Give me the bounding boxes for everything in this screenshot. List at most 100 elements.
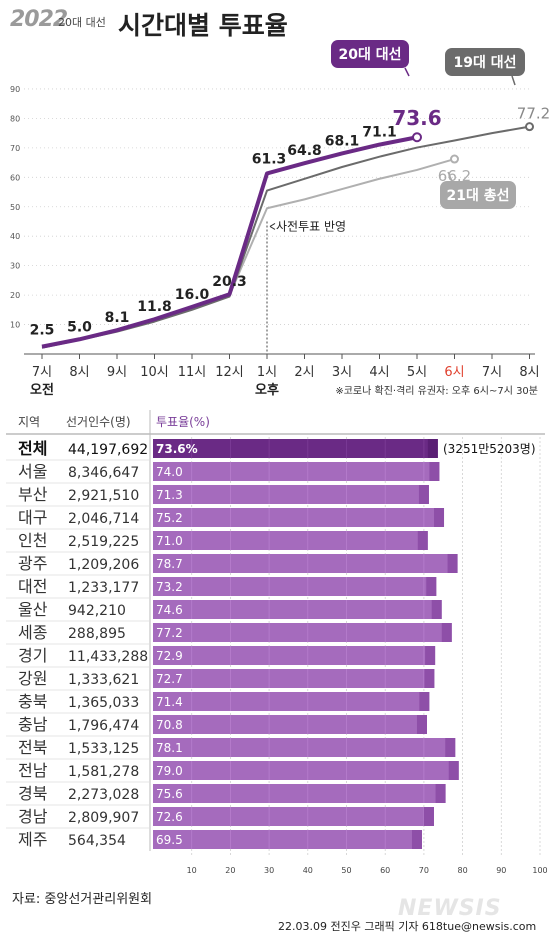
page-title: 시간대별 투표율 (118, 11, 288, 40)
elector-count: 1,333,621 (68, 672, 139, 688)
am-label: 오전 (30, 382, 54, 398)
source-note: 자료: 중앙선거관리위원회 (12, 892, 153, 907)
legend-21st-box (440, 181, 516, 209)
x-tick-label: 8시 (69, 365, 89, 380)
region-name: 충북 (18, 692, 47, 711)
region-name: 인천 (18, 531, 47, 550)
bar-end-cap (417, 531, 428, 550)
turnout-label: 78.7 (156, 557, 183, 571)
bar-x-tick-label: 10 (187, 866, 197, 875)
turnout-label: 69.5 (156, 833, 183, 847)
elector-count: 2,921,510 (68, 488, 139, 504)
bar-end-cap (418, 485, 429, 504)
elector-count: 44,197,692 (68, 442, 148, 458)
x-tick-label: 5시 (407, 365, 427, 380)
turnout-bar (153, 738, 456, 757)
total-voters-note: (3251만5203명) (443, 442, 536, 456)
legend-20th-leader (404, 67, 410, 77)
legend-21st-leader (447, 171, 453, 182)
bar-x-tick-label: 90 (496, 866, 506, 875)
bar-end-cap (419, 692, 430, 711)
elector-count: 11,433,288 (68, 649, 148, 665)
bar-end-cap (431, 600, 442, 619)
turnout-label: 72.7 (156, 672, 183, 686)
bar-end-cap (416, 715, 427, 734)
data-label: 64.8 (287, 143, 322, 159)
elector-count: 2,046,714 (68, 511, 139, 527)
bar-end-cap (441, 623, 452, 642)
region-name: 경북 (18, 784, 47, 803)
turnout-bar (153, 807, 434, 826)
y-tick-label: 90 (10, 85, 20, 94)
region-name: 경남 (18, 807, 48, 826)
turnout-bar (153, 485, 429, 504)
region-name: 울산 (18, 600, 48, 619)
turnout-bar (153, 577, 437, 596)
x-tick-label: 11시 (178, 365, 207, 380)
turnout-label: 77.2 (156, 626, 183, 640)
bar-x-tick-label: 70 (419, 866, 429, 875)
region-name: 세종 (18, 623, 47, 642)
x-tick-label: 12시 (215, 365, 244, 380)
turnout-label: 75.2 (156, 511, 183, 525)
header-turnout: 투표율(%) (156, 415, 210, 429)
bar-x-tick-label: 30 (264, 866, 274, 875)
elector-count: 8,346,647 (68, 465, 139, 481)
footnote: ※코로나 확진·격리 유권자: 오후 6시~7시 30분 (335, 384, 538, 397)
elector-count: 288,895 (68, 626, 126, 642)
turnout-bar (153, 692, 430, 711)
x-tick-label: 7시 (482, 365, 502, 380)
x-tick-label: 6시 (444, 365, 464, 380)
bar-end-cap (427, 439, 438, 458)
legend-19th-text: 19대 대선 (454, 55, 517, 71)
data-label: 20.3 (212, 274, 247, 290)
bar-x-tick-label: 60 (380, 866, 390, 875)
bar-x-tick-label: 50 (341, 866, 351, 875)
x-tick-label: 4시 (369, 365, 389, 380)
turnout-bar (153, 761, 459, 780)
data-label: 11.8 (137, 299, 172, 315)
turnout-bar (153, 830, 422, 849)
region-name: 강원 (18, 669, 47, 688)
series-2-end-label: 77.2 (517, 105, 550, 123)
region-name: 대전 (18, 577, 47, 596)
turnout-label: 70.8 (156, 718, 183, 732)
turnout-bar (153, 600, 442, 619)
data-label-final: 73.6 (392, 106, 441, 130)
region-name: 부산 (18, 485, 48, 504)
legend-21st-text: 21대 총선 (447, 188, 510, 204)
region-name: 충남 (18, 715, 48, 734)
data-label: 5.0 (67, 319, 92, 335)
series-end-marker-2 (525, 122, 534, 132)
data-label: 61.3 (252, 151, 287, 167)
legend-20th-text: 20대 대선 (339, 47, 402, 63)
region-name: 경기 (18, 646, 47, 665)
bar-end-cap (447, 554, 458, 573)
turnout-label: 73.6% (156, 442, 198, 456)
x-tick-label: 1시 (257, 365, 277, 380)
elector-count: 1,233,177 (68, 580, 139, 596)
turnout-bar (153, 554, 458, 573)
turnout-label: 74.6 (156, 603, 183, 617)
credit-note: 22.03.09 전진우 그래픽 기자 618tue@newsis.com (278, 920, 537, 933)
region-name: 대구 (18, 508, 47, 527)
elector-count: 1,581,278 (68, 764, 139, 780)
region-name: 전북 (18, 738, 47, 757)
turnout-bar (153, 646, 436, 665)
y-tick-label: 70 (10, 144, 20, 153)
region-name: 서울 (18, 462, 47, 481)
annotation-arrow (269, 223, 276, 230)
data-label: 16.0 (175, 287, 210, 303)
turnout-label: 71.4 (156, 695, 183, 709)
elector-count: 564,354 (68, 833, 126, 849)
header-electors: 선거인수(명) (66, 415, 131, 429)
turnout-bar (153, 623, 452, 642)
elector-count: 1,533,125 (68, 741, 139, 757)
series-line-1 (41, 135, 418, 349)
turnout-bar (153, 669, 435, 688)
bar-x-tick-label: 80 (458, 866, 468, 875)
legend-20th-box (331, 40, 409, 68)
bar-end-cap (448, 761, 459, 780)
legend-19th-box (445, 48, 525, 76)
region-name: 광주 (18, 554, 47, 573)
